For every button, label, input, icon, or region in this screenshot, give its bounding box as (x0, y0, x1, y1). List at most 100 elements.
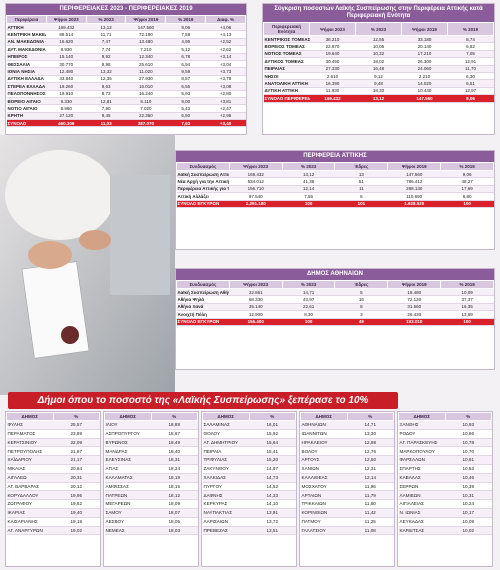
cell: 18,24 (151, 464, 198, 474)
cell: ΙΛΙΟΥ (104, 420, 151, 430)
cell: ΣΕΡΡΩΝ (398, 482, 445, 492)
table-title: ΠΕΡΙΦΕΡΕΙΑ ΑΤΤΙΚΗΣ (176, 151, 494, 162)
cell: ΠΥΡΓΟΥ (202, 482, 249, 492)
cell: +4,13 (205, 30, 246, 39)
cell: Αθήνα Ψηλά (176, 295, 230, 304)
cell: ΦΑΡΣΑΛΩΝ (398, 455, 445, 465)
cell: 169.432 (229, 170, 283, 179)
row: ΛΑΜΙΕΩΝ 10,31 (398, 490, 492, 501)
cell: 18,07 (151, 508, 198, 518)
row: ΦΥΛΗΣ 25,57 (6, 420, 100, 430)
cell: 14,71 (282, 288, 335, 297)
cell: Ν. ΙΩΝΙΑΣ (398, 508, 445, 518)
cell: 49 (334, 318, 388, 326)
cell: 6 (334, 192, 388, 201)
cell: 15,64 (249, 438, 296, 448)
cell: 10,46 (445, 473, 492, 483)
column-header: % (444, 412, 492, 421)
cell: 5,12 (165, 45, 206, 54)
cell: ΚΑΡΔΙΤΣΑΣ (398, 526, 445, 536)
cell: +3,04 (205, 60, 246, 69)
cell: 6,30 (447, 72, 494, 81)
cell: 147.560 (387, 170, 441, 179)
cell: +4,06 (205, 23, 246, 32)
cell: 12,50 (347, 455, 394, 465)
cell: Λαϊκή Συσπείρωση Αττικής (176, 170, 230, 179)
cell: 288.130 (387, 185, 441, 194)
cell: 9,45 (86, 112, 126, 121)
row: Λαϊκή Συσπείρωση Αθήνας22.86114,71519.48… (176, 288, 494, 297)
cell: 18,03 (151, 526, 198, 536)
table-title: ΠΕΡΙΦΕΡΕΙΑΚΕΣ 2023 - ΠΕΡΙΦΕΡΕΙΑΚΕΣ 2019 (6, 4, 246, 15)
cell: 13 (334, 170, 388, 179)
cell: 9,06 (440, 170, 494, 179)
cell: +2,52 (205, 38, 246, 47)
cell: +2,80 (205, 90, 246, 98)
cell: ΡΟΔΟΥ (398, 429, 445, 439)
cell: Αθήνα Ξανά (176, 303, 230, 312)
cell: 72.120 (387, 295, 441, 304)
row: ΚΑΛΑΜΑΤΑΣ 18,19 (104, 473, 198, 483)
table: Περιφέρεια Ψήφοι 2023% 2023 Ψήφοι 2019% 20… (6, 15, 246, 128)
cell: 35.140 (229, 303, 283, 312)
cell: ΠΑΤΜΟΥ (300, 517, 347, 527)
table-athens: ΔΗΜΟΣ ΑΘΗΝΑΙΩΝ Συνδυασμός Ψήφοι 2023% 2023… (175, 268, 495, 370)
cell: +2,62 (205, 45, 246, 54)
cell: 24.060 (401, 65, 448, 73)
table-units: Σύγκριση ποσοστών Λαϊκής Συσπείρωσης στη… (262, 3, 495, 135)
cell: 6,78 (165, 53, 206, 61)
cell: 7,90 (86, 104, 126, 113)
column-header: Έδρες (334, 280, 389, 289)
cell: 155.400 (229, 318, 283, 326)
row: ΝΙΚΑΙΑΣ 20,84 (6, 464, 100, 474)
header-row: Περιφερειακή Ενότητα Ψήφοι 2023% 2023 Ψήφο… (263, 22, 494, 36)
row: ΚΑΡΔΙΤΣΑΣ 10,02 (398, 526, 492, 536)
cell: 14,73 (249, 473, 296, 483)
row: ΚΑΒΑΛΑΣ 10,46 (398, 473, 492, 483)
cell: 23,89 (53, 429, 100, 439)
cell: ΝΑΥΠΑΚΤΙΑΣ (202, 508, 249, 518)
column-header: ΔΗΜΟΣ (104, 412, 152, 421)
row: ΝΕΜΕΑΣ 18,03 (104, 526, 198, 536)
cell: 8,30 (282, 310, 335, 319)
row: ΠΥΡΓΟΥ 14,52 (202, 482, 296, 492)
table: Περιφερειακή Ενότητα Ψήφοι 2023% 2023 Ψήφο… (263, 22, 494, 103)
row: ΠΕΙΡΑΙΑ 15,41 (202, 446, 296, 457)
cell: 19.640 (309, 50, 356, 59)
cell: 13,91 (249, 508, 296, 518)
row: ΧΑΝΙΩΝ 12,31 (300, 464, 394, 474)
cell: ΣΤΕΡΕΑ ΕΛΛΑΔΑ (6, 82, 47, 91)
row: ΑΓΙΑΣ 18,24 (104, 464, 198, 474)
cell: +3,73 (205, 67, 246, 76)
row: Ανοιχτή Πόλη 12.900 8,30 3 26.430 13,69 (176, 310, 494, 319)
row: ΚΑΙΣΑΡΙΑΝΗΣ 19,18 (6, 517, 100, 527)
cell: ΒΥΡΩΝΟΣ (104, 438, 151, 448)
cell: Περιφέρεια Αττικής για Όλους (176, 185, 230, 194)
cell: ΒΟΛΟΥ (300, 446, 347, 457)
cell: 15.140 (46, 53, 87, 61)
row: ΚΕΡΚΥΡΑΣ 14,10 (202, 499, 296, 509)
cell: ΚΟΡΙΝΘΙΩΝ (300, 508, 347, 518)
cell: ΑΘΗΝΑΙΩΝ (300, 420, 347, 430)
column-header: Ψήφοι 2023 (228, 162, 283, 171)
cell: 41,36 (282, 177, 335, 186)
table: ΔΗΜΟΣ% ΑΘΗΝΑΙΩΝ 14,71 ΙΩΑΝΝΙΤΩΝ 13,30 ΗΡΑΚΛΕΙ… (300, 412, 394, 536)
cell: 26.430 (387, 310, 441, 319)
row: ΠΡΕΒΕΖΑΣ 13,51 (202, 526, 296, 536)
cell: ΙΩΑΝΝΙΤΩΝ (300, 429, 347, 439)
row: ΔΥΤΙΚΟΣ ΤΟΜΕΑΣ 30.450 18,02 26.300 12,91 (263, 57, 494, 66)
cell: 16.620 (46, 38, 87, 47)
cell: 10,70 (445, 446, 492, 457)
row: ΝΑΥΠΑΚΤΙΑΣ 13,91 (202, 508, 296, 518)
cell: 22.861 (229, 288, 283, 297)
cell: 9,00 (165, 97, 206, 106)
cell: 15,41 (249, 446, 296, 457)
cell: ΜΟΣΧΑΤΟΥ (300, 482, 347, 492)
cell: ΠΕΤΡΟΥΠΟΛΗΣ (6, 446, 53, 457)
cell: 9,12 (355, 72, 402, 81)
row: ΣΑΛΑΜΙΝΑΣ 16,01 (202, 420, 296, 430)
cell: 10,86 (445, 429, 492, 439)
row: ΣΠΑΡΤΗΣ 10,53 (398, 464, 492, 474)
cell: 19.910 (46, 90, 87, 98)
cell: ΚΕΝΤΡΙΚΗ ΜΑΚΕΔΟΝΙΑ (6, 30, 47, 39)
